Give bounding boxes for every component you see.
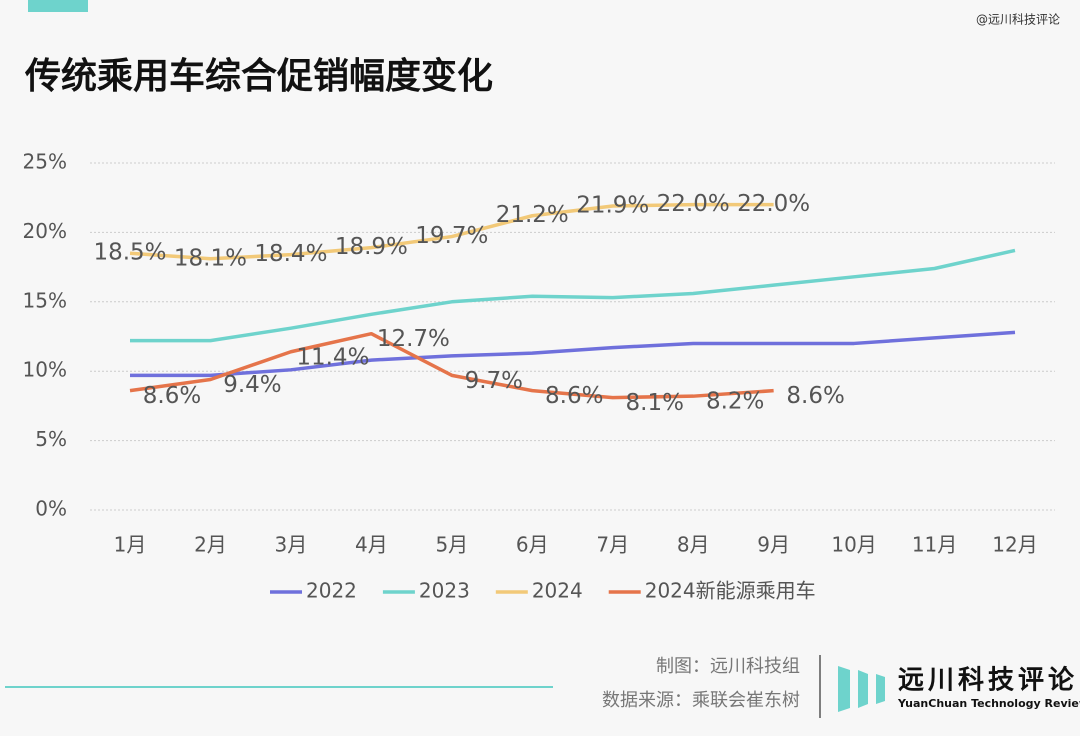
x-tick-label: 6月 xyxy=(516,533,549,557)
data-label: 18.5% xyxy=(93,240,166,266)
x-tick-label: 5月 xyxy=(435,533,468,557)
credit: 制图：远川科技组 xyxy=(656,656,800,677)
data-label: 8.6% xyxy=(786,383,844,409)
legend-label: 2022 xyxy=(306,579,357,603)
series-line xyxy=(129,202,774,261)
data-label: 8.6% xyxy=(143,383,201,409)
brand: 远川科技评论 xyxy=(898,666,1078,696)
legend-label: 2024新能源乘用车 xyxy=(645,579,816,603)
data-label: 18.4% xyxy=(254,241,327,267)
x-tick-label: 2月 xyxy=(194,533,227,557)
x-tick-label: 9月 xyxy=(757,533,790,557)
data-label: 18.1% xyxy=(174,245,247,271)
data-label: 9.4% xyxy=(223,372,281,398)
series-line xyxy=(130,330,1016,378)
chart-title: 传统乘用车综合促销幅度变化 xyxy=(24,55,493,97)
y-tick-label: 25% xyxy=(23,150,67,174)
data-label: 11.4% xyxy=(296,344,369,370)
y-tick-label: 15% xyxy=(23,288,67,312)
legend-label: 2023 xyxy=(419,579,470,603)
y-tick-label: 10% xyxy=(23,358,67,382)
series-line xyxy=(130,248,1016,343)
x-tick-label: 11月 xyxy=(912,533,957,557)
data-label: 21.9% xyxy=(576,193,649,219)
watermark: @远川科技评论 xyxy=(976,13,1060,27)
data-label: 18.9% xyxy=(335,234,408,260)
data-label: 19.7% xyxy=(415,223,488,249)
tagline: YuanChuan Technology Review xyxy=(897,697,1080,710)
data-label: 8.6% xyxy=(545,383,603,409)
series-line xyxy=(129,331,774,400)
data-label: 8.2% xyxy=(706,389,764,415)
x-tick-label: 8月 xyxy=(677,533,710,557)
data-label: 9.7% xyxy=(465,368,523,394)
x-tick-label: 1月 xyxy=(114,533,147,557)
x-tick-label: 4月 xyxy=(355,533,388,557)
y-tick-label: 20% xyxy=(23,219,67,243)
x-tick-label: 12月 xyxy=(992,533,1037,557)
y-tick-label: 0% xyxy=(35,497,67,521)
accent-bar xyxy=(28,0,88,12)
data-label: 22.0% xyxy=(737,191,810,217)
credit: 数据来源：乘联会崔东树 xyxy=(602,690,800,711)
x-tick-label: 7月 xyxy=(596,533,629,557)
data-label: 8.1% xyxy=(626,390,684,416)
data-label: 22.0% xyxy=(657,191,730,217)
data-label: 21.2% xyxy=(496,202,569,228)
legend-label: 2024 xyxy=(532,579,583,603)
data-label: 12.7% xyxy=(377,326,450,352)
y-tick-label: 5% xyxy=(35,427,67,451)
x-tick-label: 3月 xyxy=(275,533,308,557)
x-tick-label: 10月 xyxy=(831,533,876,557)
logo-icon xyxy=(838,666,885,712)
